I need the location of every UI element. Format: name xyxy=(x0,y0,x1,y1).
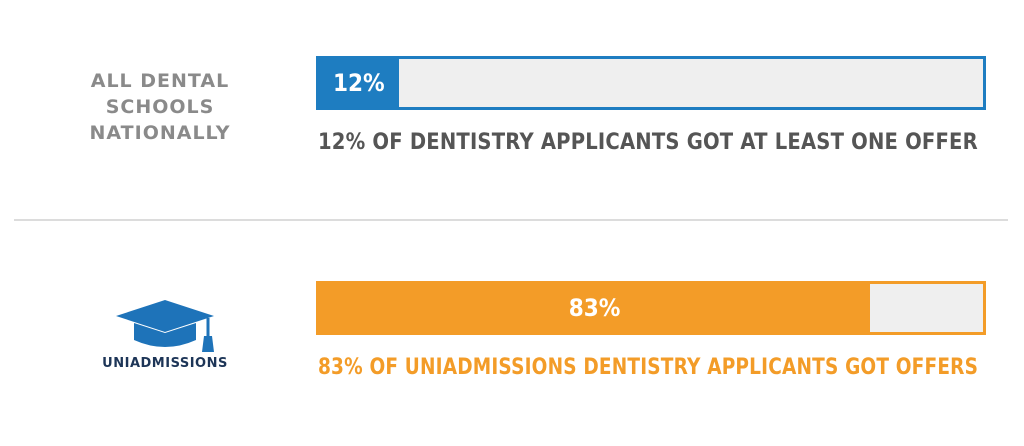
uniadmissions-bar-fill: 83% xyxy=(319,284,871,332)
national-bar-value-label: 12% xyxy=(332,69,385,97)
graduation-cap-icon xyxy=(116,300,214,352)
category-line: SCHOOLS xyxy=(105,96,215,118)
national-category-label: ALL DENTAL SCHOOLS NATIONALLY xyxy=(60,68,260,146)
logo-text-uni: UNI xyxy=(102,356,130,371)
uniadmissions-logo: UNIADMISSIONS xyxy=(100,298,230,378)
national-caption: 12% OF DENTISTRY APPLICANTS GOT AT LEAST… xyxy=(318,130,978,155)
national-bar-fill: 12% xyxy=(319,59,399,107)
category-line: ALL DENTAL xyxy=(90,70,230,92)
national-bar-track: 12% xyxy=(316,56,986,110)
uniadmissions-bar-track: 83% xyxy=(316,281,986,335)
uniadmissions-bar-value-label: 83% xyxy=(568,294,621,322)
logo-text-admissions: ADMISSIONS xyxy=(129,356,228,371)
uniadmissions-caption: 83% OF UNIADMISSIONS DENTISTRY APPLICANT… xyxy=(318,355,979,380)
logo-wordmark: UNIADMISSIONS xyxy=(100,356,230,371)
section-divider xyxy=(14,219,1008,221)
category-line: NATIONALLY xyxy=(89,122,231,144)
